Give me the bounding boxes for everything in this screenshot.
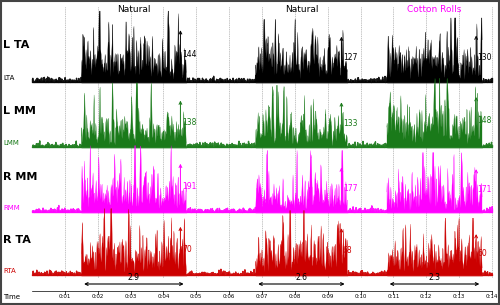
Text: 0:08: 0:08: [288, 295, 301, 300]
Text: 0:04: 0:04: [157, 295, 170, 300]
Text: 2.3: 2.3: [428, 274, 440, 282]
Text: 68: 68: [343, 246, 352, 255]
Text: Cotton Rolls: Cotton Rolls: [408, 5, 462, 14]
Text: 144: 144: [182, 50, 196, 59]
Polygon shape: [256, 150, 348, 212]
Polygon shape: [82, 209, 186, 275]
Text: 2.6: 2.6: [296, 274, 308, 282]
Text: Time: Time: [3, 294, 20, 300]
Text: 0:06: 0:06: [223, 295, 235, 300]
Text: Natural: Natural: [117, 5, 150, 14]
Polygon shape: [256, 85, 348, 147]
Text: 0:10: 0:10: [354, 295, 367, 300]
Text: 0:03: 0:03: [124, 295, 137, 300]
Polygon shape: [387, 152, 482, 212]
Polygon shape: [256, 20, 348, 82]
Text: R TA: R TA: [3, 235, 31, 245]
Text: 171: 171: [478, 185, 492, 194]
Text: 0:07: 0:07: [256, 295, 268, 300]
Text: 0:05: 0:05: [190, 295, 202, 300]
Polygon shape: [82, 146, 186, 212]
Polygon shape: [387, 218, 482, 275]
Text: LTA: LTA: [3, 75, 14, 81]
Text: 148: 148: [478, 116, 492, 125]
Text: 70: 70: [182, 245, 192, 254]
Text: 0:09: 0:09: [322, 295, 334, 300]
Text: 177: 177: [343, 184, 357, 193]
Text: 138: 138: [182, 118, 196, 127]
Text: 133: 133: [343, 119, 357, 128]
Text: 0:14: 0:14: [486, 295, 498, 300]
Text: 60: 60: [478, 249, 488, 258]
Text: LMM: LMM: [3, 140, 19, 146]
Polygon shape: [82, 83, 186, 147]
Text: 0:12: 0:12: [420, 295, 432, 300]
Text: 0:11: 0:11: [387, 295, 400, 300]
Polygon shape: [387, 18, 482, 82]
Polygon shape: [82, 11, 186, 82]
Text: RMM: RMM: [3, 205, 20, 211]
Polygon shape: [387, 78, 482, 147]
Text: Natural: Natural: [284, 5, 318, 14]
Text: 127: 127: [343, 53, 357, 63]
Text: 191: 191: [182, 182, 196, 191]
Polygon shape: [256, 210, 348, 275]
Text: 0:13: 0:13: [453, 295, 466, 300]
Text: RTA: RTA: [3, 268, 16, 274]
Text: 0:02: 0:02: [92, 295, 104, 300]
Text: L MM: L MM: [3, 106, 36, 116]
Text: 0:01: 0:01: [58, 295, 71, 300]
Text: L TA: L TA: [3, 40, 30, 50]
Text: 2.9: 2.9: [128, 274, 140, 282]
Text: R MM: R MM: [3, 172, 37, 182]
Text: 130: 130: [478, 53, 492, 62]
